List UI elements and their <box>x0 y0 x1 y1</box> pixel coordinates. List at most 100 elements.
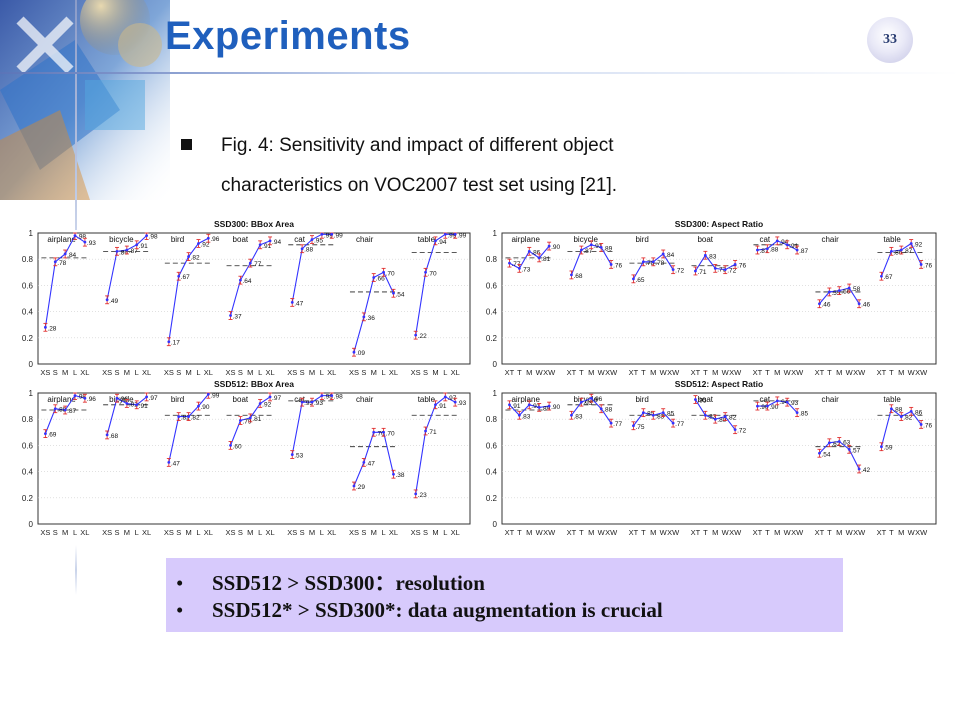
data-label: .82 <box>191 415 200 422</box>
data-label: .99 <box>210 392 219 399</box>
data-point <box>105 298 109 302</box>
data-label: .78 <box>57 260 66 267</box>
y-tick-label: 1 <box>29 229 34 238</box>
data-point <box>258 243 262 247</box>
data-label: .38 <box>395 472 404 479</box>
data-point <box>268 239 272 243</box>
data-label: .98 <box>77 234 86 241</box>
data-label: .94 <box>779 239 788 246</box>
x-tick-label: S <box>300 368 305 377</box>
x-tick-label: T <box>889 528 894 537</box>
data-point <box>53 407 57 411</box>
x-tick-label: XW <box>915 528 928 537</box>
y-tick-label: 0 <box>493 360 498 369</box>
data-point <box>547 404 551 408</box>
data-point <box>135 403 139 407</box>
x-tick-label: S <box>176 368 181 377</box>
data-point <box>434 239 437 243</box>
data-label: .88 <box>603 407 612 414</box>
data-point <box>857 467 861 471</box>
data-label: .87 <box>67 408 76 415</box>
data-point <box>899 248 903 252</box>
x-tick-label: W <box>908 528 916 537</box>
data-point <box>847 286 851 290</box>
data-label: .76 <box>737 262 746 269</box>
data-label: .85 <box>799 411 808 418</box>
x-tick-label: XL <box>142 528 151 537</box>
category-label: table <box>883 395 901 404</box>
x-tick-label: XW <box>667 368 680 377</box>
x-tick-label: S <box>361 368 366 377</box>
data-point <box>63 408 67 412</box>
x-tick-label: M <box>62 528 68 537</box>
y-tick-label: 1 <box>493 389 498 398</box>
data-label: .94 <box>779 399 788 406</box>
category-label: boat <box>697 235 713 244</box>
data-label: .54 <box>395 291 404 298</box>
x-tick-label: M <box>371 368 377 377</box>
y-tick-label: 0.8 <box>486 255 498 264</box>
data-point <box>414 333 418 337</box>
data-label: .90 <box>551 244 560 251</box>
data-label: .83 <box>707 413 716 420</box>
category-label: bicycle <box>109 395 134 404</box>
data-label: .86 <box>893 249 902 256</box>
category-label: boat <box>233 235 249 244</box>
data-point <box>880 445 883 449</box>
data-point <box>661 252 665 256</box>
data-label: .87 <box>799 248 808 255</box>
data-point <box>919 423 923 426</box>
x-tick-label: M <box>185 368 191 377</box>
data-label: .68 <box>573 273 582 280</box>
decorative-vertical-line-lower <box>75 545 77 595</box>
x-tick-label: M <box>712 528 718 537</box>
data-label: .96 <box>87 396 96 403</box>
chart-panel-1: SSD300: BBox Area 0 0.2 0.4 0.6 0.8 1 airplane.… <box>22 219 471 377</box>
data-point <box>775 399 779 403</box>
data-point <box>671 421 675 425</box>
data-point <box>508 403 511 407</box>
x-tick-label: M <box>836 528 842 537</box>
x-tick-label: M <box>432 528 438 537</box>
data-point <box>570 413 573 417</box>
data-point <box>756 248 759 252</box>
data-label: .90 <box>200 404 209 411</box>
data-label: .70 <box>376 430 385 437</box>
data-point <box>889 249 893 253</box>
bullet-dot-icon: • <box>176 598 184 622</box>
data-point <box>641 260 645 264</box>
x-tick-label: T <box>579 528 584 537</box>
y-tick-label: 0 <box>493 520 498 529</box>
summary-text-1: SSD512 > SSD300：resolution <box>212 571 485 595</box>
data-point <box>795 248 799 252</box>
corner-decoration <box>0 0 170 200</box>
x-tick-label: T <box>517 368 522 377</box>
y-tick-label: 0.2 <box>22 334 34 343</box>
data-point <box>609 421 613 425</box>
data-point <box>703 413 707 417</box>
x-tick-label: M <box>526 528 532 537</box>
data-point <box>837 440 841 443</box>
data-label: .87 <box>129 248 138 255</box>
data-label: .81 <box>252 416 261 423</box>
data-label: .53 <box>294 453 303 460</box>
data-point <box>229 444 232 447</box>
x-tick-label: XL <box>389 528 398 537</box>
chart-panel-4: SSD512: Aspect Ratio 0 0.2 0.4 0.6 0.8 1 airpla… <box>486 379 937 537</box>
data-point <box>362 461 366 464</box>
data-label: .78 <box>645 260 654 267</box>
data-label: .92 <box>913 241 922 248</box>
x-tick-label: M <box>836 368 842 377</box>
data-label: .47 <box>294 300 303 307</box>
x-tick-label: XL <box>265 528 274 537</box>
data-label: .92 <box>129 401 138 408</box>
y-tick-label: 0.8 <box>486 415 498 424</box>
data-point <box>239 419 242 422</box>
x-tick-label: XL <box>327 368 336 377</box>
data-point <box>857 302 861 306</box>
data-point <box>537 256 541 260</box>
y-tick-label: 0.2 <box>486 334 498 343</box>
x-tick-label: XW <box>543 528 556 537</box>
data-label: .99 <box>334 232 343 239</box>
y-tick-label: 0.6 <box>22 441 34 450</box>
